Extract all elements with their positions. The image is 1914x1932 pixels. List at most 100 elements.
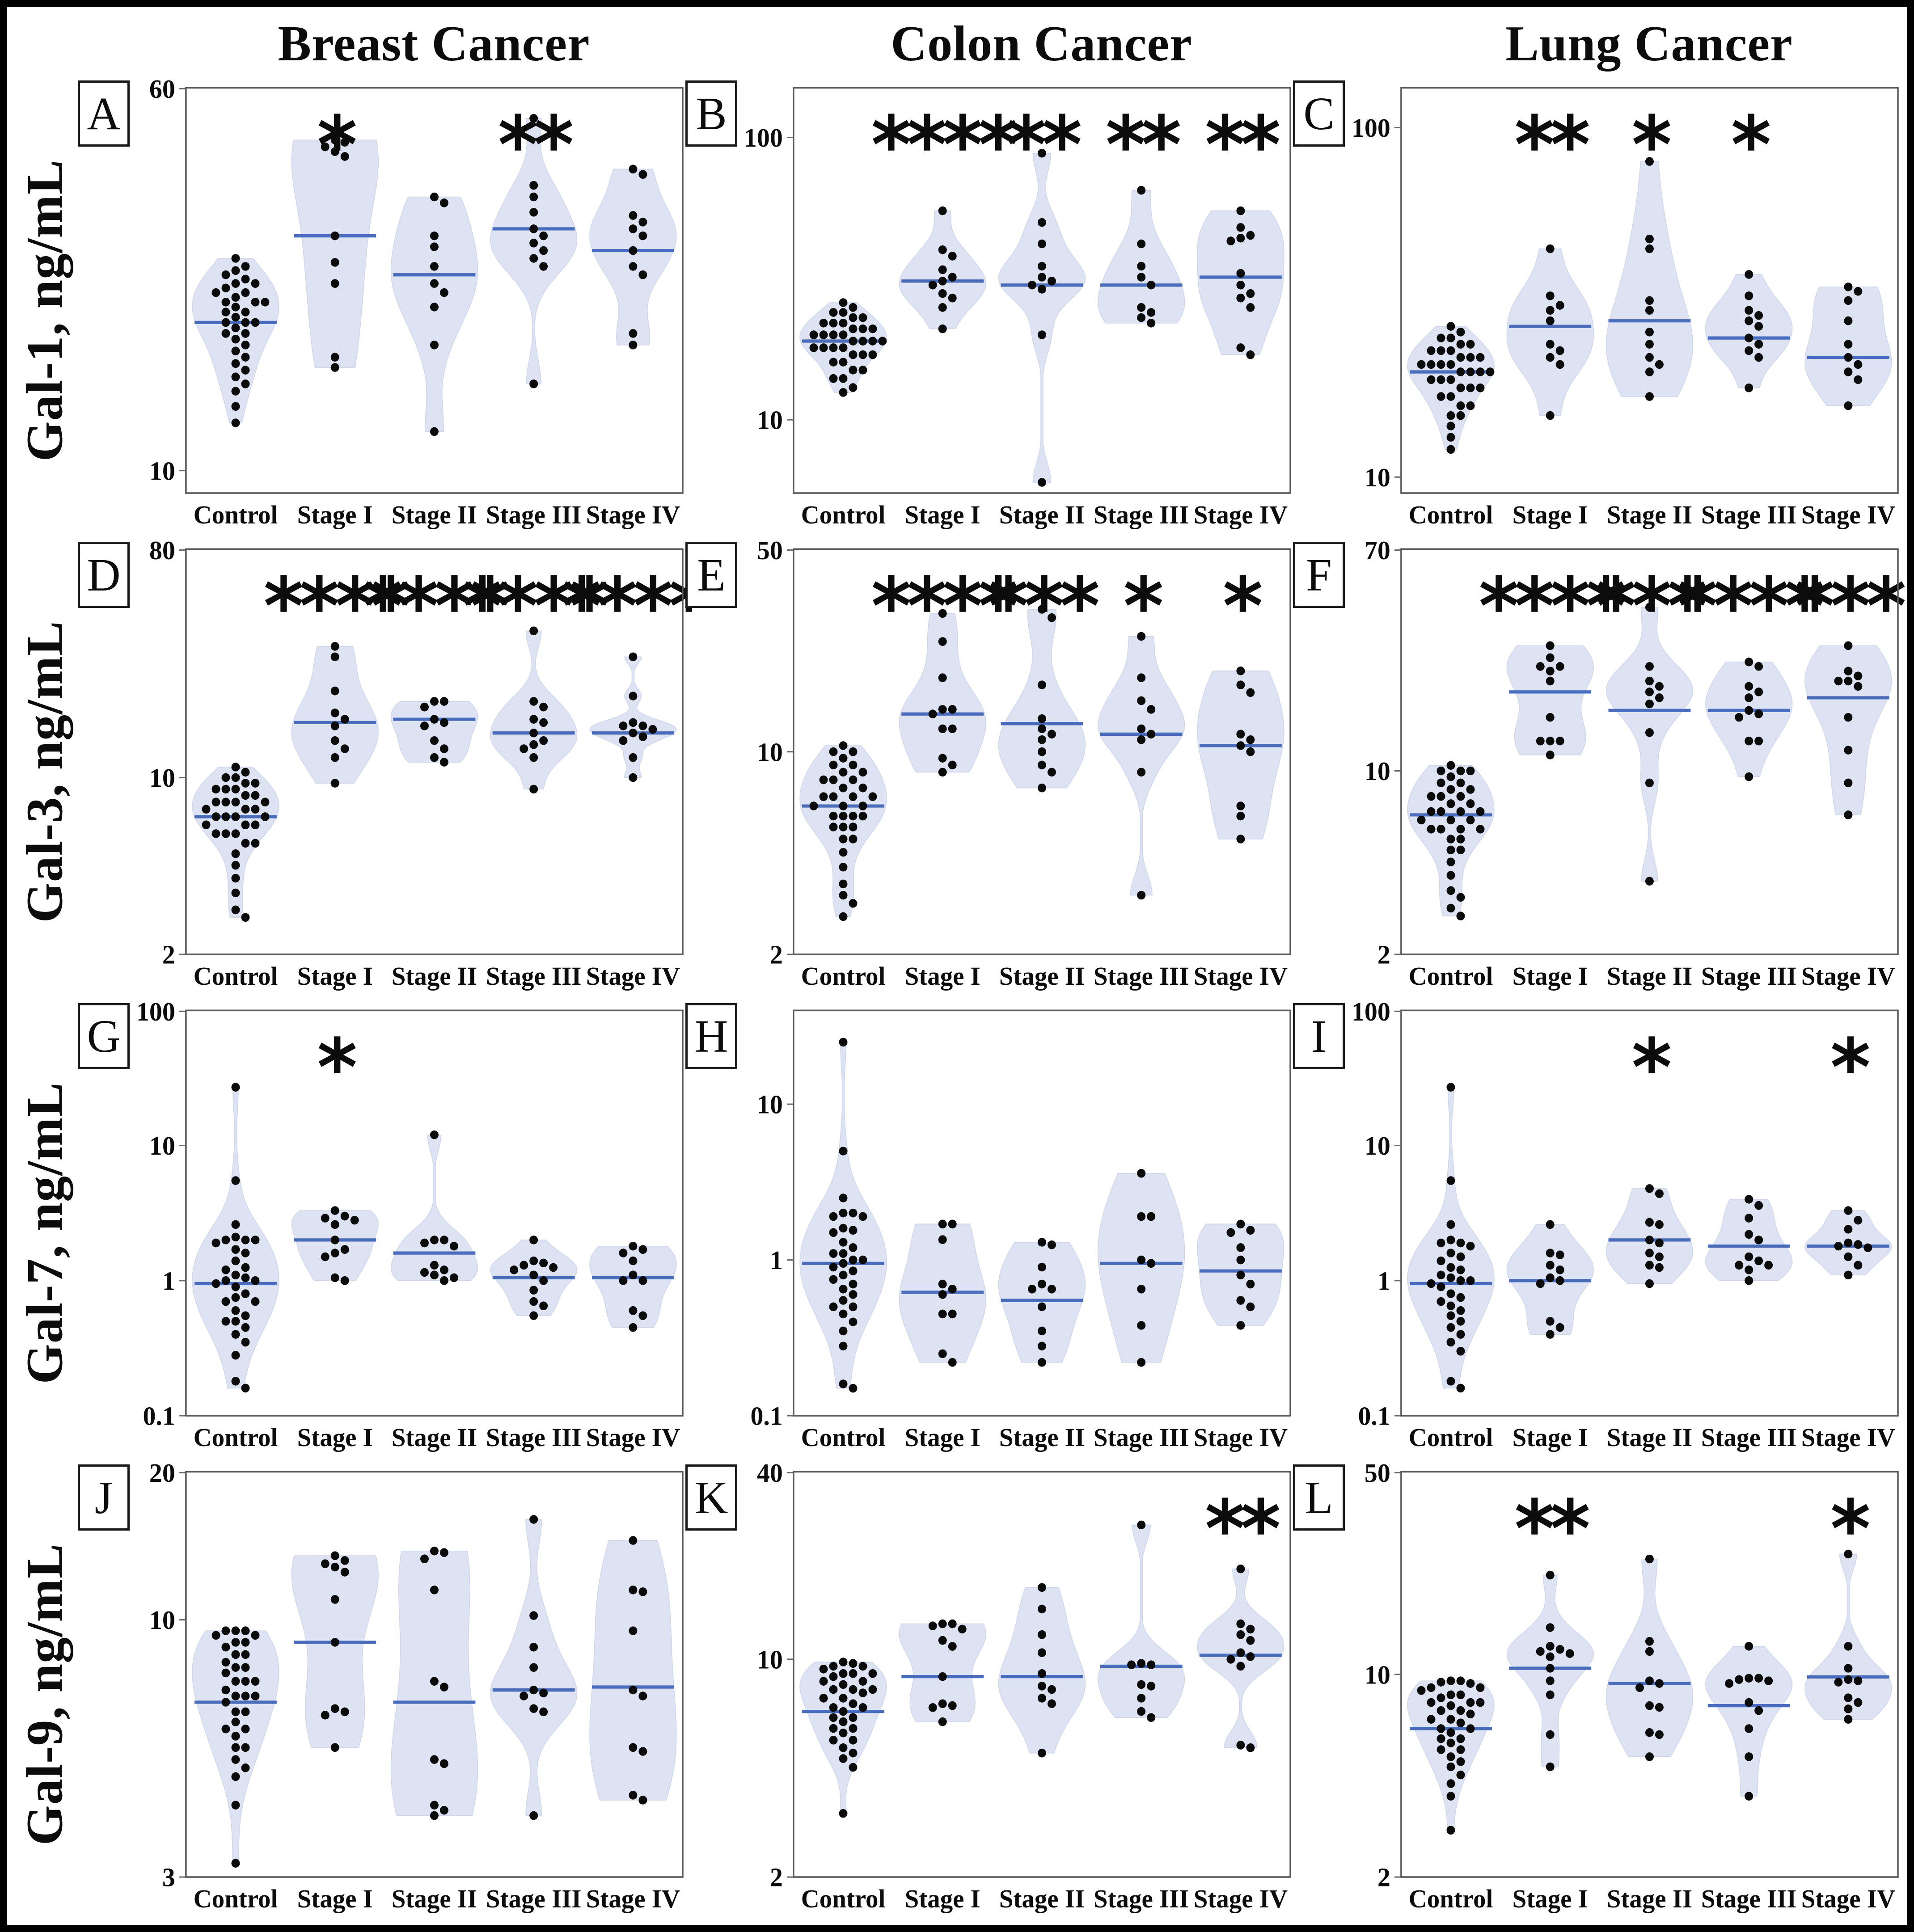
data-point — [1764, 1676, 1773, 1685]
data-point — [420, 1554, 429, 1564]
data-point — [529, 254, 538, 263]
data-point — [241, 1743, 250, 1752]
data-point — [938, 276, 947, 286]
data-point — [1754, 1674, 1763, 1683]
data-point — [839, 823, 848, 831]
significance-stars: * — [1830, 1022, 1869, 1114]
data-point — [629, 262, 638, 271]
x-axis-category-label: Stage I — [1513, 1422, 1588, 1452]
significance-stars: *** — [989, 561, 1099, 653]
data-point — [829, 811, 838, 821]
data-point — [221, 308, 230, 316]
data-point — [1645, 1236, 1654, 1244]
x-axis-category-label: Stage II — [392, 1422, 477, 1452]
data-point — [211, 797, 220, 807]
data-point — [1844, 641, 1853, 650]
data-point — [241, 1677, 250, 1686]
data-point — [849, 792, 858, 801]
data-point — [619, 736, 628, 745]
data-point — [1745, 333, 1753, 342]
data-point — [330, 736, 339, 745]
data-point — [1456, 825, 1465, 834]
data-point — [340, 1211, 349, 1221]
data-point — [1456, 1293, 1465, 1302]
data-point — [1456, 1690, 1465, 1700]
data-point — [1764, 1261, 1773, 1270]
x-axis-category-label: Stage IV — [1194, 1884, 1288, 1913]
data-point — [1456, 1734, 1465, 1743]
x-axis-category-label: Stage II — [999, 961, 1085, 991]
data-point — [638, 1276, 647, 1285]
data-point — [849, 350, 858, 359]
x-axis-category-label: Stage III — [486, 500, 582, 529]
data-point — [321, 142, 330, 152]
y-axis-tick-label: 70 — [1365, 536, 1390, 565]
data-point — [1555, 736, 1564, 746]
data-point — [849, 1699, 858, 1708]
data-point — [839, 1249, 848, 1258]
data-point — [1546, 713, 1555, 722]
data-point — [849, 1748, 858, 1758]
data-point — [829, 760, 838, 770]
data-point — [1745, 1230, 1753, 1239]
data-point — [1446, 1792, 1455, 1801]
data-point — [330, 1743, 339, 1752]
data-point — [529, 1704, 538, 1713]
data-point — [529, 238, 538, 248]
y-axis-tick-label: 1 — [162, 1266, 175, 1296]
data-point — [619, 1276, 628, 1285]
data-point — [1555, 1323, 1564, 1332]
data-point — [629, 718, 638, 727]
data-point — [1427, 792, 1436, 801]
data-point — [839, 879, 848, 889]
data-point — [251, 1297, 260, 1306]
data-point — [340, 744, 349, 753]
data-point — [241, 1692, 250, 1700]
data-point — [629, 652, 638, 662]
data-point — [638, 218, 647, 227]
panel-letter-H: H — [685, 1003, 737, 1069]
data-point — [211, 785, 220, 794]
data-point — [231, 1707, 240, 1717]
panel-letter-A: A — [78, 80, 130, 147]
data-point — [251, 1236, 260, 1244]
data-point — [928, 280, 937, 290]
data-point — [819, 1694, 828, 1703]
panel-K: K Control Stage I Stage II Stage III ** Stage … — [685, 1458, 1294, 1922]
data-point — [858, 337, 867, 346]
data-point — [330, 258, 339, 267]
data-point — [1437, 825, 1445, 834]
data-point — [1745, 706, 1753, 715]
data-point — [1546, 653, 1555, 662]
data-point — [330, 353, 339, 362]
data-point — [1456, 792, 1465, 801]
data-point — [839, 1285, 848, 1294]
data-point — [1236, 1648, 1245, 1657]
data-point — [1236, 269, 1245, 278]
data-point — [529, 740, 538, 749]
data-point — [1645, 353, 1654, 362]
data-point — [1236, 1219, 1245, 1229]
data-point — [948, 1219, 957, 1229]
data-point — [829, 343, 838, 352]
data-point — [1456, 1745, 1465, 1754]
data-point — [340, 1276, 349, 1285]
data-point — [1437, 1238, 1445, 1248]
data-point — [1456, 1266, 1465, 1274]
x-axis-category-label: Stage III — [1094, 1422, 1189, 1452]
violin-stage-ii — [390, 196, 478, 432]
data-point — [1137, 262, 1146, 271]
data-point — [1546, 1690, 1555, 1700]
row-label-gal7: Gal-7, ng/mL — [12, 1005, 79, 1461]
data-point — [549, 1263, 558, 1272]
data-point — [1236, 801, 1245, 810]
data-point — [1037, 680, 1046, 689]
data-point — [430, 1801, 439, 1810]
data-point — [539, 1688, 548, 1698]
data-point — [1645, 367, 1654, 376]
data-point — [221, 773, 230, 782]
significance-stars: * — [317, 99, 356, 191]
data-point — [430, 231, 439, 240]
data-point — [449, 1273, 458, 1282]
data-point — [231, 1859, 240, 1868]
